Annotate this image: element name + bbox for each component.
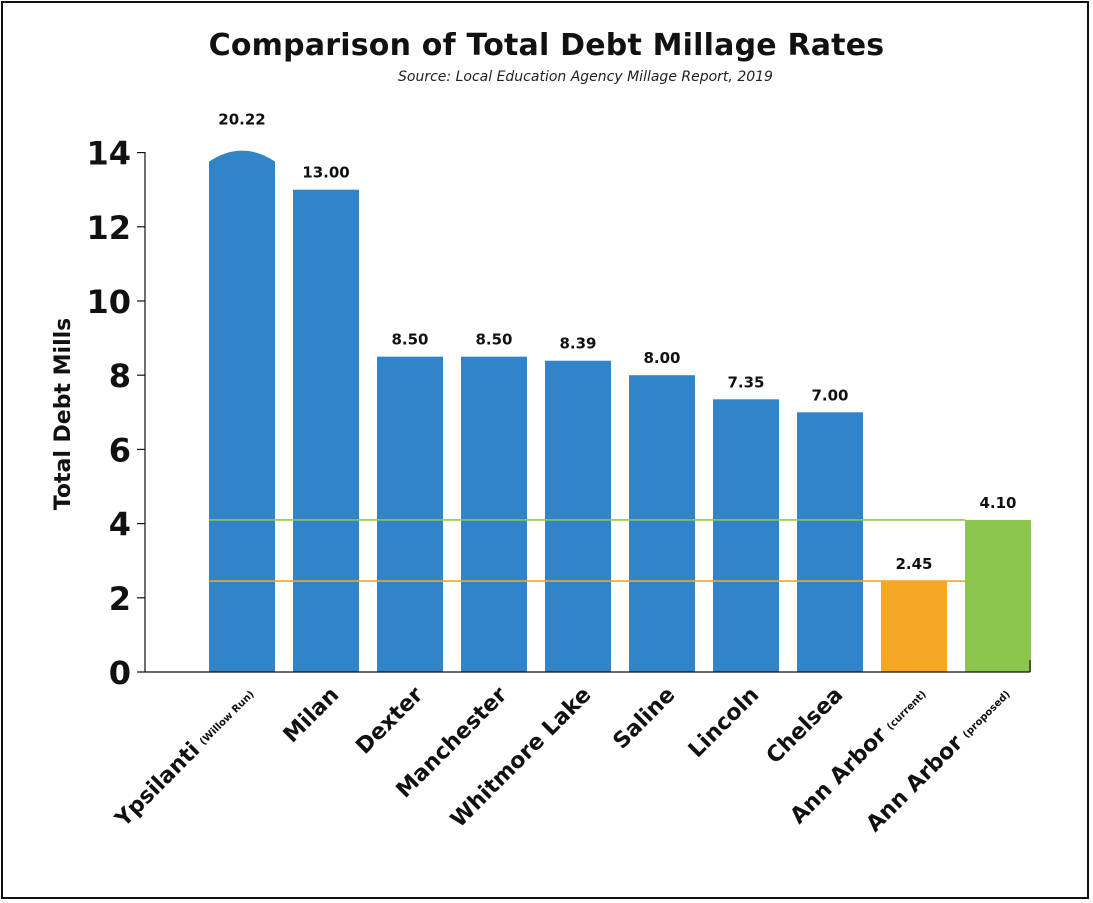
category-name-1: Milan	[279, 683, 344, 748]
category-label-5: Saline	[609, 683, 681, 755]
y-tick-label-3: 6	[109, 431, 131, 469]
category-label-6: Lincoln	[684, 683, 764, 763]
chart-title: Comparison of Total Debt Millage Rates	[208, 28, 885, 63]
y-tick-label-1: 2	[109, 580, 131, 618]
bar-8	[881, 581, 947, 672]
bar-9	[965, 519, 1031, 672]
bar-1	[293, 189, 359, 672]
chart-subtitle: Source: Local Education Agency Millage R…	[398, 69, 773, 85]
value-label-4: 8.39	[559, 335, 596, 353]
y-axis-label: Total Debt Mills	[51, 318, 76, 510]
bar-4	[545, 360, 611, 672]
category-name-7: Chelsea	[762, 683, 848, 769]
y-tick-label-5: 10	[86, 283, 131, 321]
y-tick-label-7: 14	[86, 135, 131, 173]
value-label-1: 13.00	[302, 164, 349, 182]
value-label-0: 20.22	[218, 111, 265, 129]
value-label-9: 4.10	[979, 494, 1016, 512]
y-tick-label-6: 12	[86, 209, 131, 247]
category-label-4: Whitmore Lake	[446, 683, 596, 833]
value-label-7: 7.00	[811, 386, 848, 404]
category-label-1: Milan	[279, 683, 344, 748]
y-tick-label-0: 0	[109, 654, 131, 692]
category-label-0: Ypsilanti(Willow Run)	[110, 683, 260, 833]
value-label-2: 8.50	[391, 331, 428, 349]
y-tick-label-2: 4	[109, 506, 131, 544]
bar-0	[209, 150, 275, 673]
value-label-8: 2.45	[895, 555, 932, 573]
value-label-5: 8.00	[643, 349, 680, 367]
category-note-8: (current)	[885, 689, 929, 733]
category-name-4: Whitmore Lake	[446, 683, 596, 833]
category-name-5: Saline	[609, 683, 681, 755]
category-name-0: Ypsilanti	[110, 738, 205, 833]
bar-7	[797, 412, 863, 672]
value-label-3: 8.50	[475, 331, 512, 349]
category-name-2: Dexter	[351, 682, 428, 759]
y-tick-label-4: 8	[109, 357, 131, 395]
category-name-6: Lincoln	[684, 683, 764, 763]
bar-2	[377, 356, 443, 672]
bar-3	[461, 356, 527, 672]
value-label-6: 7.35	[727, 373, 764, 391]
category-label-2: Dexter	[351, 682, 428, 759]
category-note-9: (proposed)	[961, 689, 1013, 741]
bar-6	[713, 399, 779, 672]
bar-5	[629, 375, 695, 672]
category-note-0: (Willow Run)	[198, 689, 257, 748]
category-label-9: Ann Arbor(proposed)	[862, 683, 1017, 838]
category-label-7: Chelsea	[762, 683, 848, 769]
